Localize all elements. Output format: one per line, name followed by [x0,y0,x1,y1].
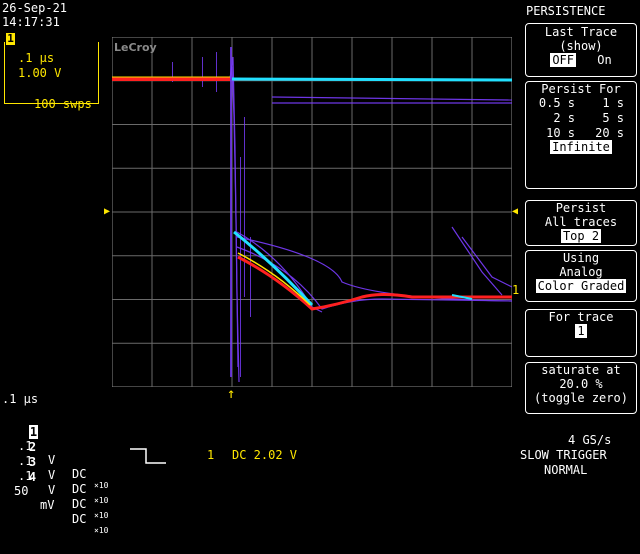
channel-num: 3 [28,455,37,469]
using-title: Using [562,251,600,265]
saturate-button[interactable]: saturate at 20.0 % (toggle zero) [525,362,637,414]
saturate-value: 20.0 % [559,377,603,391]
using-analog: Analog [559,265,603,279]
channel-mult: ×10 [94,511,109,520]
persist-value: All traces [544,215,618,229]
channel-coupling: DC [72,497,87,511]
channel-coupling: DC [72,482,87,496]
channel-coupling: DC [72,512,87,526]
channel-scale: 50 [14,484,29,498]
last-trace-on: On [597,53,612,67]
waveform-display: LeCroy [112,37,512,387]
time-label: 14:17:31 [2,15,60,29]
persist-for-title: Persist For [541,82,621,96]
trigger-channel: 1 [207,448,215,462]
channel-mult: ×10 [94,526,109,535]
trigger-mode: SLOW TRIGGER [520,448,607,462]
persist-option: 5 s [602,111,624,125]
date-label: 26-Sep-21 [2,1,68,15]
menu-title: PERSISTENCE [526,4,606,18]
for-trace-title: For trace [548,310,614,324]
last-trace-title: Last Trace [544,25,618,39]
persist-top2: Top 2 [560,229,602,243]
channel-1-badge: 1 [6,32,15,45]
persist-option: 2 s [553,111,575,125]
channel-scale: .1 [18,454,33,468]
last-trace-button[interactable]: Last Trace (show) OFF On [525,23,637,77]
trace-1-marker: 1 [512,283,520,297]
persist-option: 10 s [546,126,575,140]
channel-unit: V [48,483,56,497]
for-trace-button[interactable]: For trace 1 [525,309,637,357]
using-color-graded: Color Graded [535,279,627,293]
trigger-slope-icon [130,448,166,464]
channel-num: 1 [28,425,39,439]
brand-logo: LeCroy [114,41,157,54]
persist-infinite: Infinite [550,140,612,154]
last-trace-off: OFF [550,53,576,67]
sample-rate: 4 GS/s [568,433,612,447]
persist-traces-button[interactable]: Persist All traces Top 2 [525,200,637,246]
right-level-marker: ◀ [512,206,519,217]
saturate-note: (toggle zero) [534,391,628,405]
channel-unit: V [48,453,56,467]
channel-info-box[interactable] [4,42,99,104]
channel-mult: ×10 [94,496,109,505]
persist-option: 0.5 s [538,96,575,110]
channel-list: 1 .1 V DC ×10 2 .1 V DC ×10 3 .1 V DC ×1… [0,411,110,535]
channel-num: 2 [28,440,37,454]
trigger-position-arrow: ↑ [227,386,236,402]
saturate-title: saturate at [541,363,621,377]
channel-coupling: DC [72,467,87,481]
channel-mult: ×10 [94,481,109,490]
persist-option: 1 s [602,96,624,110]
channel-num: 4 [28,470,37,484]
persist-option: 20 s [595,126,624,140]
last-trace-subtitle: (show) [559,39,603,53]
trigger-state: NORMAL [544,463,588,477]
trigger-level: DC 2.02 V [232,448,298,462]
channel-unit: mV [40,498,55,512]
channel-scale: .1 [18,439,33,453]
bottom-timebase: .1 μs [2,392,39,406]
left-level-marker: ▶ [104,206,111,217]
volts-label: 1.00 V [18,66,62,80]
using-button[interactable]: Using Analog Color Graded [525,250,637,302]
persist-for-button[interactable]: Persist For 0.5 s 1 s 2 s 5 s 10 s 20 s … [525,81,637,189]
timebase-label: .1 μs [18,51,55,65]
sweeps-label: 100 swps [34,97,92,111]
persist-title: Persist [555,201,607,215]
channel-unit: V [48,468,56,482]
for-trace-value: 1 [575,324,587,338]
